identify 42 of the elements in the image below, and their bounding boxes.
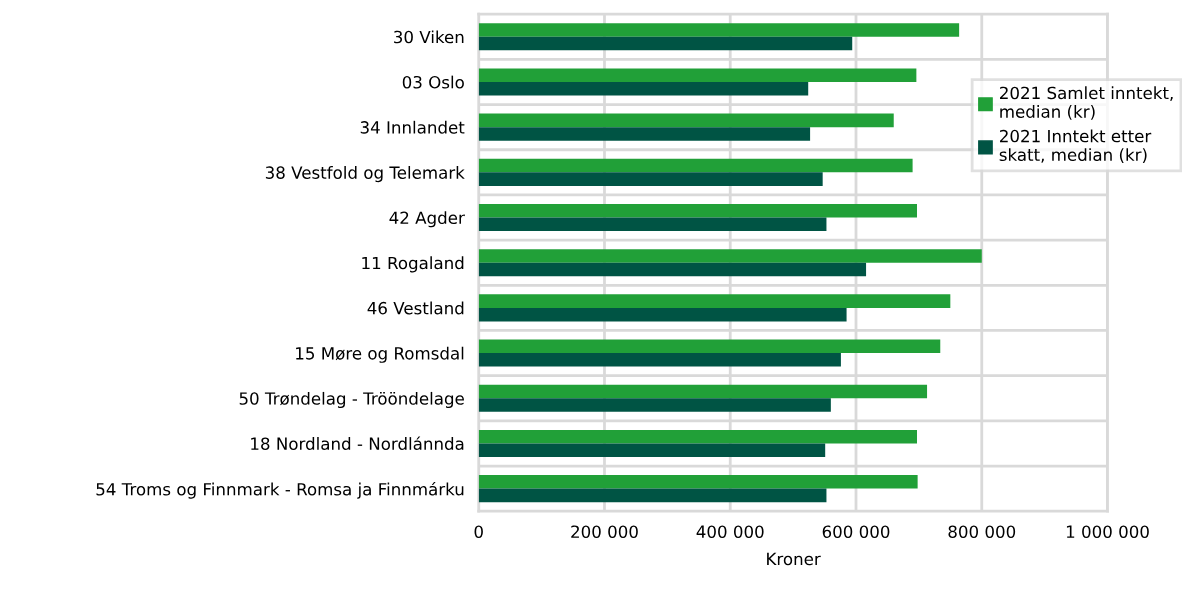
bar <box>478 23 960 37</box>
x-tick-label: 1 000 000 <box>1066 525 1149 538</box>
y-tick-label: 03 Oslo <box>402 75 464 89</box>
bar <box>478 262 867 277</box>
bar <box>478 203 917 218</box>
x-tick-label: 200 000 <box>571 525 638 538</box>
y-tick-label: 18 Nordland - Nordlánnda <box>251 436 464 451</box>
bar <box>478 36 853 51</box>
y-tick-label: 38 Vestfold og Telemark <box>265 166 465 183</box>
bar <box>478 113 894 128</box>
legend-label: 2021 Samlet inntekt, median (kr) <box>1000 86 1173 120</box>
bar <box>478 249 982 263</box>
y-tick-label: 54 Troms og Finnmark - Romsa ja Finnmárku <box>96 481 464 499</box>
y-tick-label: 42 Agder <box>389 211 465 228</box>
y-tick-label: 46 Vestland <box>367 301 464 315</box>
x-tick-label: 800 000 <box>948 525 1016 538</box>
legend-label: 2021 Inntekt etter skatt, median (kr) <box>999 129 1152 163</box>
bar <box>478 158 913 173</box>
x-tick-label: 0 <box>474 525 483 538</box>
bar <box>478 475 918 489</box>
bar <box>478 339 941 354</box>
y-tick-label: 30 Viken <box>394 30 464 44</box>
x-axis-title: Kroner <box>767 552 821 566</box>
bar <box>478 353 841 367</box>
bar <box>478 217 827 232</box>
bar <box>478 81 809 96</box>
bar <box>478 384 928 399</box>
bar <box>478 398 831 412</box>
bar <box>478 443 826 457</box>
x-tick-label: 400 000 <box>696 525 764 538</box>
y-tick-label: 50 Trøndelag - Trööndelage <box>239 391 464 409</box>
bar <box>478 429 917 444</box>
bar <box>478 172 823 186</box>
y-tick-label: 15 Møre og Romsdal <box>296 346 464 363</box>
bar <box>478 488 827 503</box>
x-tick-label: 600 000 <box>822 525 890 538</box>
bar <box>478 68 917 82</box>
bar <box>478 307 847 322</box>
y-tick-label: 34 Innlandet <box>360 120 465 134</box>
bar <box>478 294 951 308</box>
bar <box>478 127 811 141</box>
y-tick-label: 11 Rogaland <box>362 256 464 273</box>
